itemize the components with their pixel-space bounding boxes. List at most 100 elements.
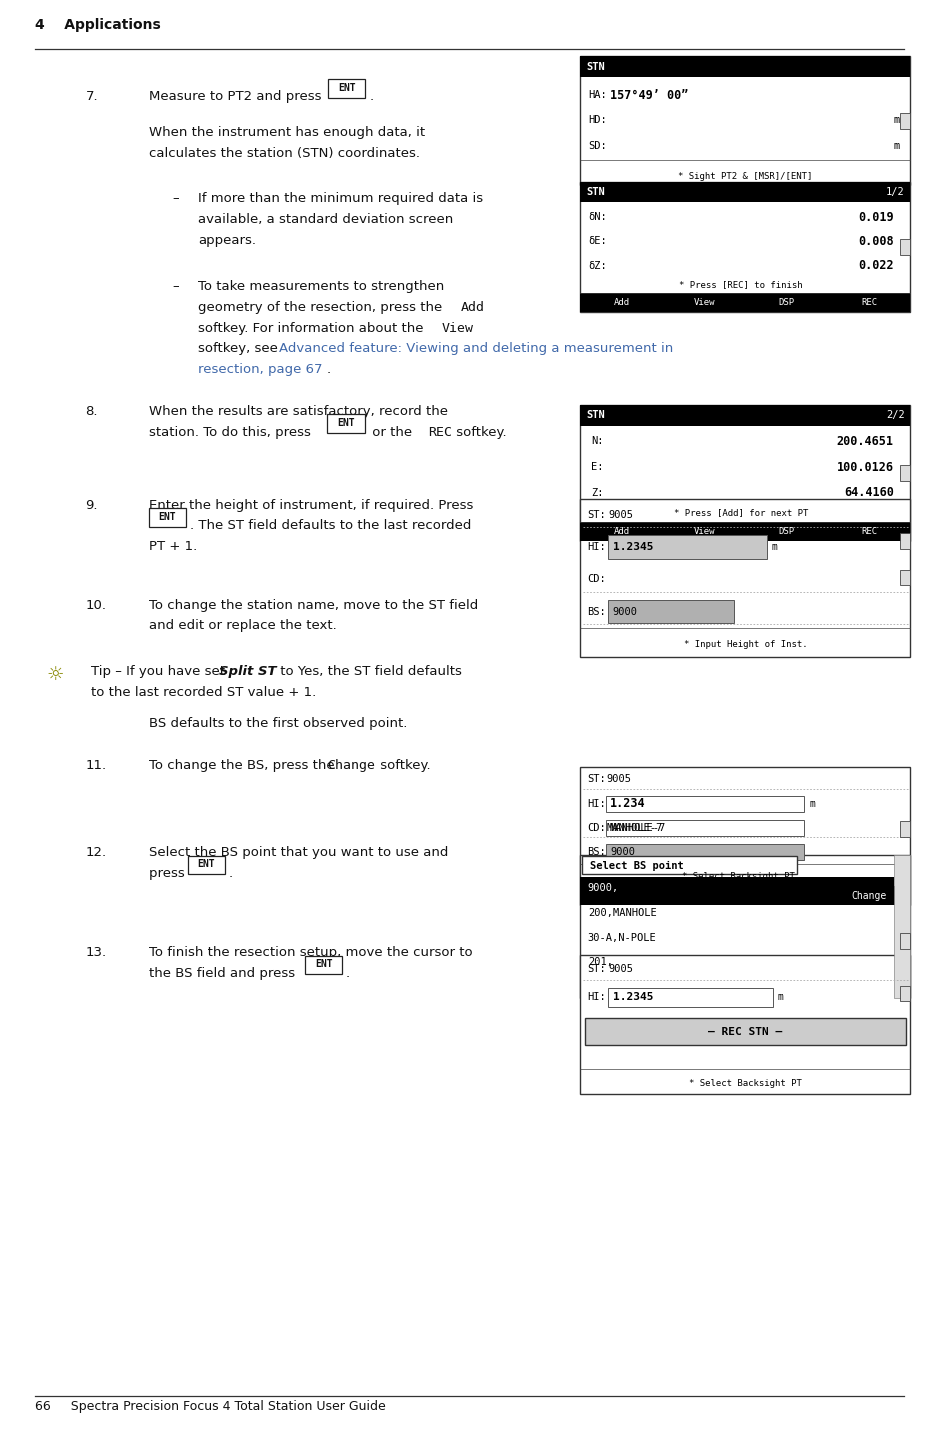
Bar	[580, 854, 910, 998]
Text: HI:: HI:	[587, 992, 605, 1002]
Text: 9000: 9000	[610, 847, 635, 857]
Text: REC: REC	[861, 297, 877, 307]
Text: 0.008: 0.008	[858, 236, 894, 248]
Text: Select the BS point that you want to use and: Select the BS point that you want to use…	[149, 846, 448, 859]
Bar	[585, 1018, 906, 1045]
Text: Z:: Z:	[591, 488, 604, 498]
Text: 157°49’ 00”: 157°49’ 00”	[610, 89, 688, 102]
Text: PT + 1.: PT + 1.	[149, 540, 197, 553]
Text: N:: N:	[591, 437, 604, 447]
Text: δN:: δN:	[588, 213, 606, 223]
Text: 12.: 12.	[86, 846, 107, 859]
Bar	[580, 182, 910, 202]
Text: Advanced feature: Viewing and deleting a measurement in: Advanced feature: Viewing and deleting a…	[279, 342, 673, 356]
Text: 201,: 201,	[588, 956, 613, 966]
Text: 1.234: 1.234	[610, 797, 645, 810]
Text: 66     Spectra Precision Focus 4 Total Station User Guide: 66 Spectra Precision Focus 4 Total Stati…	[35, 1400, 386, 1413]
Text: 200,MANHOLE: 200,MANHOLE	[588, 909, 657, 918]
Bar	[580, 886, 910, 905]
Text: MANHOLE-7: MANHOLE-7	[610, 823, 666, 833]
Bar	[580, 767, 910, 905]
Text: 9000: 9000	[613, 606, 638, 616]
Text: DSP: DSP	[778, 527, 795, 536]
Bar	[580, 498, 910, 656]
Text: ☼: ☼	[46, 665, 64, 684]
Text: 10.: 10.	[86, 599, 107, 612]
Text: BS defaults to the first observed point.: BS defaults to the first observed point.	[149, 717, 407, 731]
Bar	[580, 877, 894, 902]
Text: 1.2345: 1.2345	[613, 541, 654, 551]
Bar	[305, 955, 342, 974]
Text: ENT: ENT	[315, 959, 332, 969]
Text: 100.0126: 100.0126	[837, 461, 894, 474]
Text: ST:: ST:	[587, 510, 605, 520]
Text: MANHOLE-7: MANHOLE-7	[606, 823, 662, 833]
Text: Select BS point: Select BS point	[590, 860, 684, 870]
Text: δE:: δE:	[588, 237, 606, 247]
Text: * Input Height of Inst.: * Input Height of Inst.	[684, 640, 807, 649]
Text: Add: Add	[614, 297, 630, 307]
Text: 9005: 9005	[606, 774, 631, 784]
Text: 13.: 13.	[86, 946, 107, 959]
Text: 9000,: 9000,	[588, 883, 619, 893]
Text: softkey. For information about the: softkey. For information about the	[198, 322, 428, 335]
Bar	[188, 856, 225, 875]
Text: E:: E:	[591, 462, 604, 472]
Bar	[580, 56, 910, 78]
Text: ENT: ENT	[339, 83, 355, 93]
Bar	[900, 985, 910, 1001]
Text: DSP: DSP	[778, 297, 795, 307]
Text: 11.: 11.	[86, 758, 107, 773]
Bar	[900, 465, 910, 481]
Text: * Press [Add] for next PT: * Press [Add] for next PT	[673, 508, 808, 517]
Text: 7.: 7.	[86, 90, 99, 103]
Text: ENT: ENT	[198, 859, 215, 869]
Bar	[608, 600, 734, 623]
Text: When the instrument has enough data, it: When the instrument has enough data, it	[149, 126, 425, 139]
Text: 9005: 9005	[608, 964, 633, 974]
Text: 2/2: 2/2	[886, 411, 905, 421]
Bar	[900, 821, 910, 837]
Bar	[900, 933, 910, 949]
Text: REC: REC	[861, 527, 877, 536]
Bar	[608, 988, 774, 1007]
Text: Add: Add	[460, 300, 485, 314]
Text: m: m	[893, 141, 899, 151]
Text: To finish the resection setup, move the cursor to: To finish the resection setup, move the …	[149, 946, 472, 959]
Text: – REC STN –: – REC STN –	[709, 1027, 782, 1037]
Bar	[327, 414, 365, 432]
Text: STN: STN	[586, 411, 604, 421]
Bar	[580, 405, 910, 426]
Text: Split ST: Split ST	[219, 665, 277, 678]
Text: 1.2345: 1.2345	[613, 992, 654, 1002]
Bar	[894, 854, 910, 998]
Text: CD:: CD:	[587, 574, 605, 584]
Text: Enter the height of instrument, if required. Press: Enter the height of instrument, if requi…	[149, 498, 473, 511]
Text: To take measurements to strengthen: To take measurements to strengthen	[198, 280, 445, 293]
Text: ENT: ENT	[159, 511, 176, 521]
Text: Measure to PT2 and press: Measure to PT2 and press	[149, 90, 326, 103]
Text: STN: STN	[586, 62, 604, 72]
Bar	[900, 570, 910, 586]
Text: View: View	[442, 322, 473, 335]
Text: m: m	[777, 992, 784, 1002]
Text: available, a standard deviation screen: available, a standard deviation screen	[198, 214, 453, 227]
Text: 1/2: 1/2	[886, 187, 905, 197]
Text: 0.022: 0.022	[858, 258, 894, 273]
Bar	[900, 533, 910, 549]
Text: ST:: ST:	[587, 964, 605, 974]
Text: * Press [REC] to finish: * Press [REC] to finish	[679, 280, 803, 289]
Text: To change the station name, move to the ST field: To change the station name, move to the …	[149, 599, 478, 612]
Text: View: View	[694, 527, 715, 536]
Text: . The ST field defaults to the last recorded: . The ST field defaults to the last reco…	[190, 520, 472, 533]
Text: BS:: BS:	[587, 847, 605, 857]
Bar	[580, 182, 910, 312]
Bar	[900, 238, 910, 254]
Text: 64.4160: 64.4160	[844, 487, 894, 500]
Text: resection, page 67: resection, page 67	[198, 363, 323, 376]
Bar	[580, 521, 910, 541]
Text: or the: or the	[368, 425, 417, 439]
Text: 8.: 8.	[86, 405, 98, 418]
Bar	[606, 844, 804, 860]
Text: the BS field and press: the BS field and press	[149, 966, 299, 981]
